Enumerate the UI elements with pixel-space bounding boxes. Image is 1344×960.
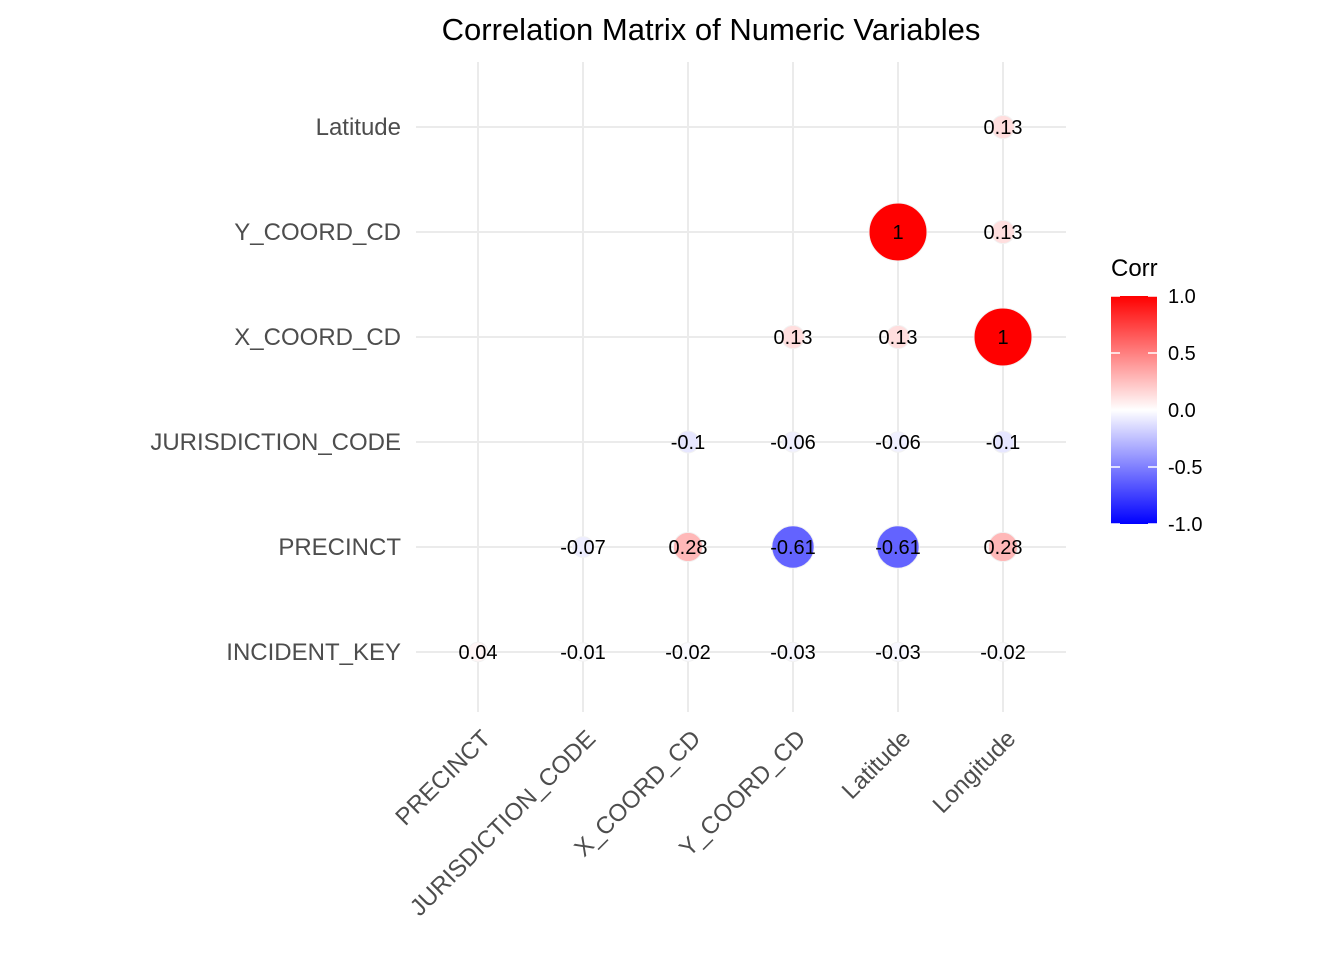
- legend-tick-label: 0.5: [1168, 343, 1196, 365]
- corr-point: [973, 307, 1033, 367]
- y-axis-labels: INCIDENT_KEY PRECINCT JURISDICTION_CODE X_C…: [150, 114, 401, 666]
- corr-point: [782, 641, 804, 663]
- corr-point: [885, 324, 911, 350]
- legend-tick-label: 1.0: [1168, 286, 1196, 308]
- corr-point: [573, 642, 593, 662]
- legend-ticks: 1.0 0.5 0.0 -0.5 -1.0: [1111, 286, 1202, 536]
- x-tick-label: JURISDICTION_CODE: [405, 725, 601, 921]
- corr-value-label: -0.02: [665, 642, 711, 664]
- corr-point: [887, 431, 909, 453]
- corr-value-label: -0.61: [875, 537, 921, 559]
- corr-point: [467, 641, 489, 663]
- x-tick-label: PRECINCT: [390, 725, 496, 831]
- corr-value-label: 0.28: [984, 537, 1023, 559]
- corr-point: [876, 525, 920, 569]
- corr-point: [993, 642, 1013, 662]
- y-tick-label: INCIDENT_KEY: [226, 639, 401, 666]
- corr-point: [990, 219, 1016, 245]
- grid-lines: [416, 62, 1066, 712]
- legend-title: Corr: [1111, 255, 1158, 282]
- corr-value-label: 1: [892, 222, 903, 244]
- y-tick-label: Latitude: [316, 114, 401, 141]
- corr-point: [678, 642, 698, 662]
- corr-value-label: -0.1: [986, 432, 1020, 454]
- correlation-points: 0.04 -0.01 -0.02 -0.03 -0.03 -0.02 -0.07 0.28 -0…: [459, 114, 1033, 664]
- corr-point: [990, 114, 1016, 140]
- x-tick-label: Longitude: [928, 725, 1022, 819]
- y-tick-label: JURISDICTION_CODE: [150, 429, 401, 456]
- corr-point: [887, 641, 909, 663]
- corr-value-label: 0.04: [459, 642, 498, 664]
- corr-point: [771, 525, 815, 569]
- corr-value-label: -0.1: [671, 432, 705, 454]
- corr-value-label: 1: [997, 327, 1008, 349]
- corr-point: [991, 430, 1015, 454]
- y-tick-label: PRECINCT: [278, 534, 401, 561]
- corr-value-label: -0.03: [875, 642, 921, 664]
- corr-value-label: -0.07: [560, 537, 606, 559]
- legend-tick-label: 0.0: [1168, 400, 1196, 422]
- x-axis-labels: PRECINCTJURISDICTION_CODEX_COORD_CDY_COO…: [390, 725, 1021, 922]
- corr-value-label: 0.13: [774, 327, 813, 349]
- corr-value-label: 0.13: [879, 327, 918, 349]
- corr-value-label: -0.01: [560, 642, 606, 664]
- y-tick-label: Y_COORD_CD: [234, 219, 401, 246]
- corr-point: [868, 202, 928, 262]
- corr-value-label: -0.06: [875, 432, 921, 454]
- corr-value-label: -0.61: [770, 537, 816, 559]
- corr-point: [572, 536, 594, 558]
- x-tick-label: Latitude: [837, 725, 916, 804]
- corr-point: [780, 324, 806, 350]
- legend-tick-label: -1.0: [1168, 514, 1202, 536]
- corr-value-label: 0.13: [984, 222, 1023, 244]
- corr-point: [676, 430, 700, 454]
- legend: Corr 1.0 0.5 0.0 -0.5 -1.0: [1111, 255, 1202, 536]
- corr-value-label: -0.03: [770, 642, 816, 664]
- y-tick-label: X_COORD_CD: [234, 324, 401, 351]
- corr-point: [672, 531, 704, 563]
- corr-value-label: -0.02: [980, 642, 1026, 664]
- corr-value-label: 0.13: [984, 117, 1023, 139]
- legend-tick-label: -0.5: [1168, 457, 1202, 479]
- corr-value-label: -0.06: [770, 432, 816, 454]
- chart-title: Correlation Matrix of Numeric Variables: [442, 12, 981, 47]
- corr-point: [987, 531, 1019, 563]
- corr-value-label: 0.28: [669, 537, 708, 559]
- corr-point: [782, 431, 804, 453]
